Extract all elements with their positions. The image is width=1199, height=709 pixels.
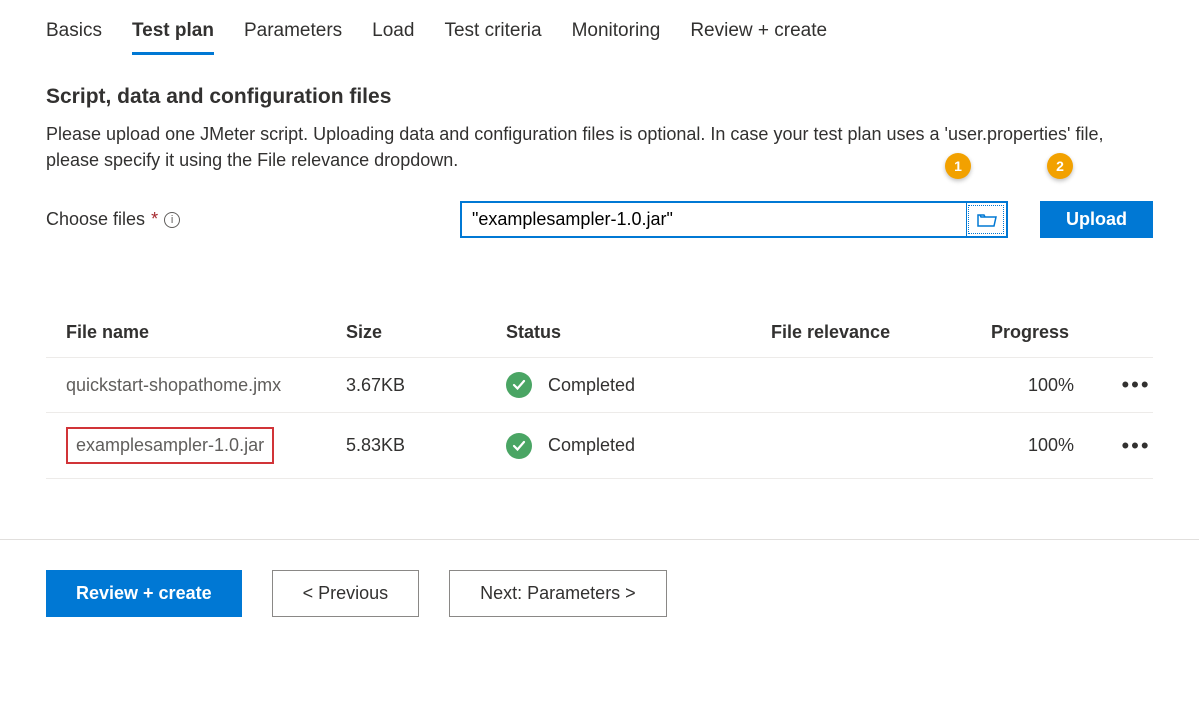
row-more-button[interactable]: ••• [1111,433,1161,459]
tab-test-plan[interactable]: Test plan [132,20,214,55]
table-row: quickstart-shopathome.jmx3.67KB Completed… [46,358,1153,413]
file-path-input[interactable] [462,203,966,236]
cell-status: Completed [506,372,771,398]
choose-files-label-text: Choose files [46,209,145,230]
cell-progress: 100% [991,375,1111,396]
upload-button[interactable]: Upload [1040,201,1153,238]
cell-filename: examplesampler-1.0.jar [66,427,346,464]
cell-size: 5.83KB [346,435,506,456]
tab-test-criteria[interactable]: Test criteria [444,20,541,55]
review-create-button[interactable]: Review + create [46,570,242,617]
cell-filename: quickstart-shopathome.jmx [66,375,346,396]
footer-divider [0,539,1199,540]
table-header-row: File name Size Status File relevance Pro… [46,308,1153,358]
status-text: Completed [548,375,635,396]
browse-button[interactable] [966,203,1006,236]
tab-review-create[interactable]: Review + create [690,20,827,55]
table-row: examplesampler-1.0.jar5.83KB Completed 100… [46,413,1153,479]
cell-size: 3.67KB [346,375,506,396]
folder-icon [977,212,997,228]
next-button[interactable]: Next: Parameters > [449,570,667,617]
required-asterisk: * [151,209,158,230]
tabs-nav: Basics Test plan Parameters Load Test criter… [46,20,1153,55]
check-circle-icon [506,433,532,459]
info-icon[interactable]: i [164,212,180,228]
callout-badge-1: 1 [945,153,971,179]
cell-status: Completed [506,433,771,459]
header-relevance: File relevance [771,322,991,343]
header-progress: Progress [991,322,1111,343]
files-table: File name Size Status File relevance Pro… [46,308,1153,479]
row-more-button[interactable]: ••• [1111,372,1161,398]
tab-monitoring[interactable]: Monitoring [572,20,661,55]
tab-basics[interactable]: Basics [46,20,102,55]
section-description: Please upload one JMeter script. Uploadi… [46,121,1153,173]
cell-progress: 100% [991,435,1111,456]
header-status: Status [506,322,771,343]
check-circle-icon [506,372,532,398]
callout-badge-2: 2 [1047,153,1073,179]
file-input-wrapper [460,201,1008,238]
choose-files-row: 1 2 Choose files * i Upload [46,201,1153,238]
tab-load[interactable]: Load [372,20,414,55]
header-size: Size [346,322,506,343]
previous-button[interactable]: < Previous [272,570,420,617]
choose-files-label: Choose files * i [46,209,448,230]
tab-parameters[interactable]: Parameters [244,20,342,55]
section-title: Script, data and configuration files [46,85,1153,109]
status-text: Completed [548,435,635,456]
header-filename: File name [66,322,346,343]
footer-buttons: Review + create < Previous Next: Paramet… [46,570,1153,617]
